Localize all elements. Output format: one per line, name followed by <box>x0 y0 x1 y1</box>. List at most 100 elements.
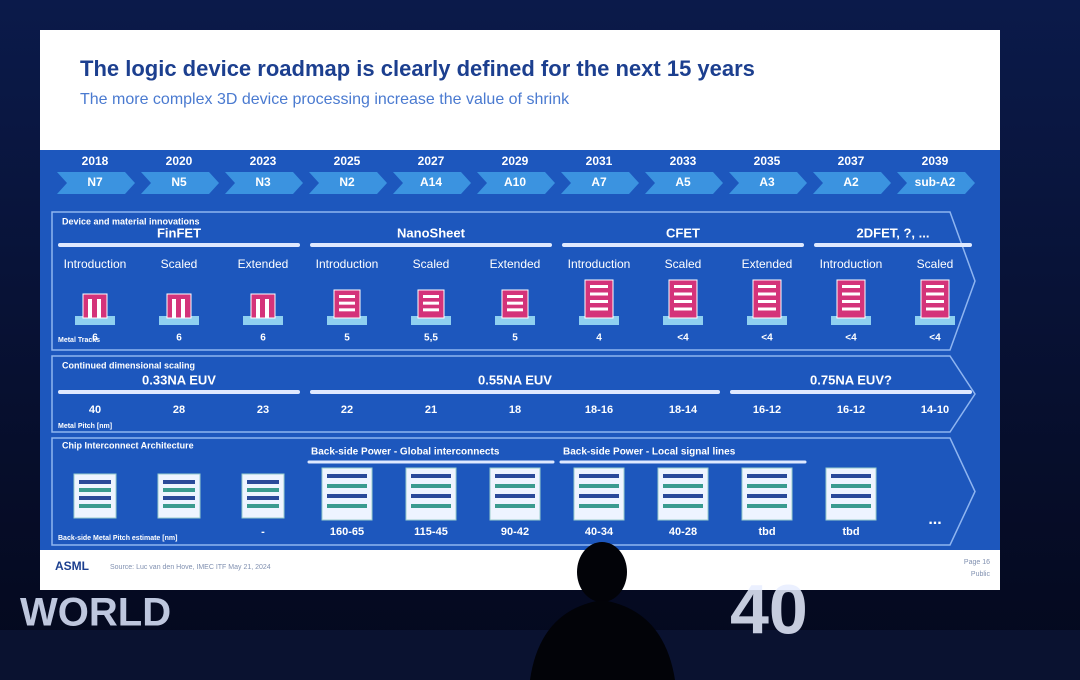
interconnect-section <box>51 437 976 546</box>
metal-pitch: 21 <box>425 404 437 416</box>
device-fin <box>181 299 185 318</box>
icon-layer <box>411 504 451 508</box>
node-name: N5 <box>171 175 187 189</box>
stage-label: Scaled <box>665 257 702 271</box>
device-sheet <box>590 285 608 288</box>
icon-layer <box>411 494 451 498</box>
scaling-section <box>51 355 976 433</box>
device-base <box>327 316 367 325</box>
icon-layer <box>747 474 787 478</box>
device-sheet <box>590 307 608 311</box>
icon-layer <box>495 474 535 478</box>
metal-tracks: 4 <box>596 333 602 344</box>
icon-layer <box>663 474 703 478</box>
stage-number: 40 <box>730 570 808 648</box>
icon-layer <box>579 484 619 488</box>
node-year: 2018 <box>82 154 109 168</box>
icon-layer <box>495 484 535 488</box>
icon-layer <box>747 484 787 488</box>
metal-tracks: <4 <box>761 333 773 344</box>
pitch-label: Back-side Metal Pitch estimate [nm] <box>58 535 177 542</box>
metal-pitch: 18 <box>509 404 521 416</box>
device-sheet <box>926 285 944 288</box>
metal-pitch: 23 <box>257 404 269 416</box>
more: ... <box>928 511 941 528</box>
stage-label: Scaled <box>413 257 450 271</box>
device-sheet <box>507 295 523 298</box>
icon-layer <box>831 494 871 498</box>
footer-page: Page 16 <box>964 559 990 566</box>
backside-pitch: 160-65 <box>330 526 364 538</box>
device-sheet <box>674 285 692 288</box>
metal-tracks: 5 <box>344 333 350 344</box>
icon-layer <box>831 504 871 508</box>
icon-layer <box>79 496 111 500</box>
device-sheet <box>339 308 355 312</box>
node-name: A7 <box>591 175 607 189</box>
section-label: Device and material innovations <box>62 216 200 226</box>
node-chevron <box>393 172 471 194</box>
node-chevron <box>477 172 555 194</box>
group-label: NanoSheet <box>397 225 466 240</box>
device-base <box>75 316 115 325</box>
device-sheet <box>339 301 355 305</box>
node-name: N7 <box>87 175 103 189</box>
icon-layer <box>163 480 195 484</box>
device-sheet <box>423 308 439 312</box>
backside-pitch: - <box>261 526 265 538</box>
device-sheet <box>842 285 860 288</box>
node-chevron <box>729 172 807 194</box>
node-name: N2 <box>339 175 355 189</box>
node-chevron <box>57 172 135 194</box>
group-label: 0.33NA EUV <box>142 372 216 387</box>
node-chevron <box>309 172 387 194</box>
slide-subtitle: The more complex 3D device processing in… <box>80 91 570 108</box>
node-chevron <box>897 172 975 194</box>
icon-layer <box>747 494 787 498</box>
node-name: sub-A2 <box>915 175 956 189</box>
devices-section <box>51 211 976 351</box>
device-icon <box>82 293 108 319</box>
device-sheet <box>926 300 944 303</box>
device-base <box>579 316 619 325</box>
icon-layer <box>411 484 451 488</box>
device-sheet <box>926 292 944 296</box>
metal-tracks: 6 <box>92 333 98 344</box>
icon-layer <box>747 504 787 508</box>
device-sheet <box>507 308 523 312</box>
metal-pitch: 18-16 <box>585 404 613 416</box>
metal-pitch: 16-12 <box>753 404 781 416</box>
device-fin <box>265 299 269 318</box>
device-sheet <box>674 292 692 296</box>
icon-layer <box>663 494 703 498</box>
icon-layer <box>663 484 703 488</box>
stage-sign: WORLD <box>20 591 171 635</box>
device-base <box>747 316 787 325</box>
device-sheet <box>507 301 523 305</box>
device-sheet <box>423 301 439 305</box>
device-sheet <box>590 292 608 296</box>
device-base <box>663 316 703 325</box>
device-sheet <box>842 300 860 303</box>
node-year: 2035 <box>754 154 781 168</box>
metal-pitch: 40 <box>89 404 101 416</box>
stage-label: Introduction <box>64 257 127 271</box>
icon-layer <box>327 504 367 508</box>
icon-layer <box>327 494 367 498</box>
node-chevron <box>645 172 723 194</box>
stage-label: Extended <box>490 257 541 271</box>
device-sheet <box>758 300 776 303</box>
device-fin <box>97 299 101 318</box>
icon-layer <box>247 488 279 492</box>
metal-tracks: 6 <box>260 333 266 344</box>
backside-pitch: tbd <box>842 526 859 538</box>
icon-layer <box>411 474 451 478</box>
device-sheet <box>758 292 776 296</box>
icon-layer <box>327 474 367 478</box>
icon-layer <box>495 504 535 508</box>
node-chevron <box>561 172 639 194</box>
icon-layer <box>579 504 619 508</box>
device-fin <box>256 299 260 318</box>
backside-pitch: 115-45 <box>414 526 448 538</box>
